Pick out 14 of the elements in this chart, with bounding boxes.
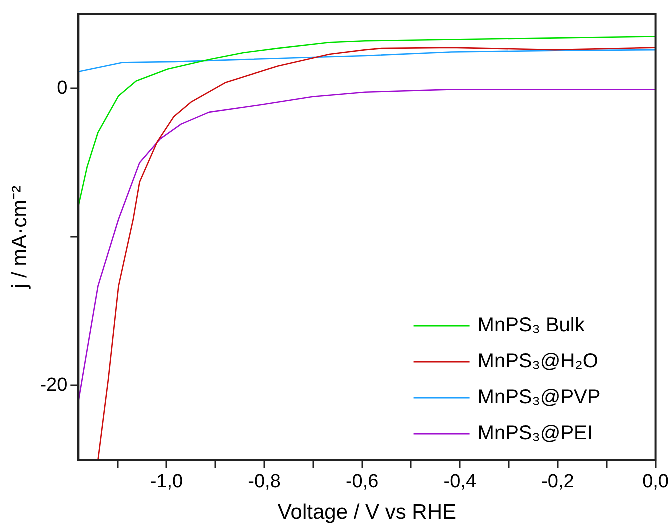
legend-label: MnPS₃@PEI bbox=[478, 422, 593, 445]
x-tick-label: -1,0 bbox=[150, 472, 184, 493]
y-axis-title: j / mA·cm⁻² bbox=[8, 186, 32, 290]
legend-label: MnPS₃@PVP bbox=[478, 386, 601, 409]
y-tick-label: -20 bbox=[40, 374, 68, 396]
x-tick-label: -0,4 bbox=[444, 472, 477, 493]
x-axis-title: Voltage / V vs RHE bbox=[278, 501, 457, 524]
legend-label: MnPS₃@H₂O bbox=[478, 350, 598, 373]
y-tick-label: 0 bbox=[57, 78, 68, 99]
x-tick-label: -0,2 bbox=[542, 472, 574, 493]
x-tick-label: -0,6 bbox=[346, 472, 379, 493]
legend-label: MnPS₃ Bulk bbox=[478, 314, 586, 337]
x-tick-label: -0,8 bbox=[248, 472, 281, 493]
x-tick-label: 0,0 bbox=[642, 472, 670, 493]
